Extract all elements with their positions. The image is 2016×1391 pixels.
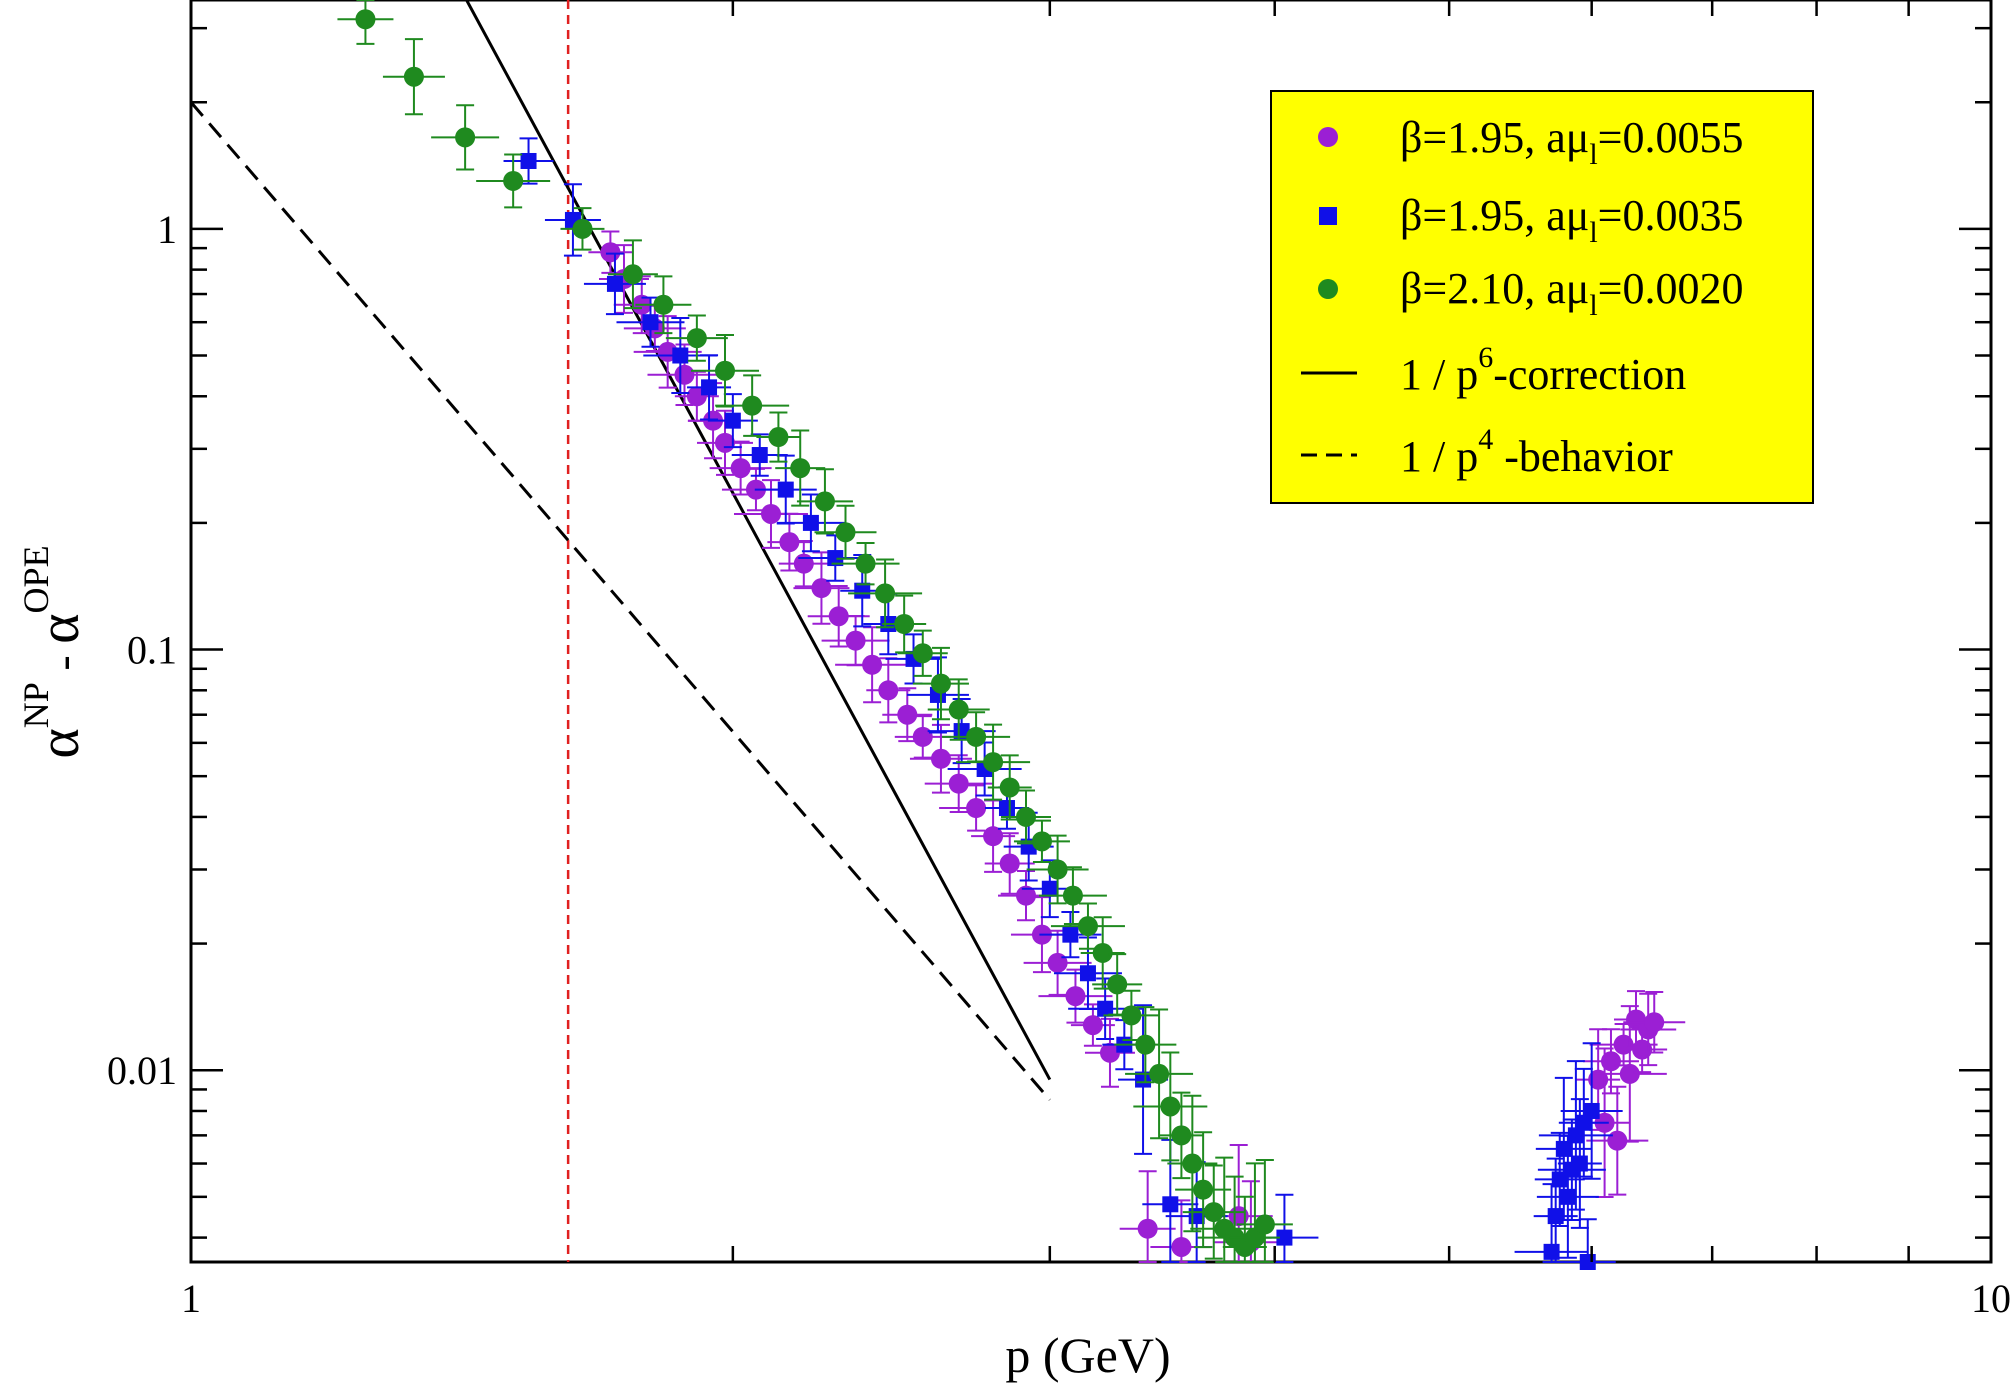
- y-tick-label: 0.01: [107, 1048, 177, 1093]
- data-point-2-22: [987, 754, 1032, 821]
- data-point-1-3: [616, 296, 685, 348]
- p6-correction-line: [464, 0, 1052, 1081]
- data-point-2-37: [1182, 1164, 1245, 1260]
- data-point-0-32: [1119, 1170, 1176, 1263]
- data-point-2-15: [848, 558, 923, 629]
- legend-entry-1: β=1.95, aμl=0.0055: [1400, 113, 1744, 171]
- fit-lines-group: [189, 0, 1052, 1101]
- data-point-2-4: [560, 207, 605, 251]
- x-axis-title: p (GeV): [1005, 1327, 1170, 1383]
- data-point-2-13: [814, 504, 877, 560]
- data-point-2-30: [1103, 989, 1160, 1041]
- y-axis-sep: -: [37, 644, 88, 682]
- data-point-2-32: [1125, 1008, 1194, 1140]
- data-point-1-7: [731, 433, 788, 477]
- legend: β=1.95, aμl=0.0055 β=1.95, aμl=0.0035 β=…: [1270, 90, 1814, 504]
- svg-text:αNP - αOPE: αNP - αOPE: [16, 545, 91, 758]
- data-point-2-12: [796, 468, 853, 535]
- axis-ticks-group: 0.01 0.1 1 1 10: [107, 0, 2011, 1321]
- y-axis-sup2: OPE: [16, 545, 56, 613]
- x-tick-label: 1: [181, 1276, 201, 1321]
- data-point-2-26: [1038, 866, 1107, 926]
- data-point-0-24: [971, 799, 1016, 873]
- data-point-2-2: [431, 104, 500, 171]
- data-point-0-22: [924, 754, 993, 814]
- data-point-2-28: [1080, 916, 1125, 990]
- data-point-2-7: [665, 314, 728, 362]
- y-axis-sup1: NP: [16, 682, 56, 728]
- data-point-1-20: [1039, 911, 1102, 959]
- data-point-0-45: [1623, 991, 1686, 1054]
- data-point-1-0: [503, 137, 554, 185]
- data-point-2-33: [1133, 1051, 1208, 1162]
- legend-entry-3: β=2.10, aμl=0.0020: [1400, 264, 1744, 322]
- legend-entry-4: 1 / p6-correction: [1400, 341, 1686, 399]
- data-point-2-21: [956, 723, 1031, 801]
- y-axis-title: αNP - αOPE: [16, 545, 91, 758]
- data-point-1-9: [776, 493, 845, 553]
- y-axis-base2: α: [26, 613, 91, 643]
- legend-marker-purple-circle: [1318, 127, 1338, 147]
- data-point-1-27: [1250, 1193, 1319, 1263]
- y-axis-base1: α: [26, 728, 91, 758]
- data-point-0-31: [1084, 1017, 1135, 1088]
- y-tick-label: 1: [157, 207, 177, 252]
- data-point-1-24: [1118, 1004, 1169, 1155]
- data-point-0-18: [866, 657, 911, 724]
- data-point-2-18: [912, 646, 969, 721]
- data-point-0-30: [1070, 1003, 1115, 1047]
- data-point-0-23: [939, 784, 1014, 832]
- data-point-1-5: [687, 354, 732, 421]
- data-point-2-14: [831, 541, 900, 586]
- data-point-0-25: [984, 832, 1035, 895]
- data-point-1-38: [1560, 1042, 1623, 1180]
- data-point-2-29: [1092, 953, 1143, 1016]
- data-point-2-35: [1167, 1094, 1218, 1233]
- legend-marker-blue-square: [1319, 207, 1337, 225]
- data-point-2-42: [1236, 1159, 1293, 1263]
- legend-box: [1270, 90, 1814, 504]
- x-tick-label: 10: [1971, 1276, 2011, 1321]
- legend-entry-2: β=1.95, aμl=0.0035: [1400, 191, 1744, 249]
- data-point-1-6: [707, 393, 758, 449]
- data-point-2-1: [382, 38, 445, 116]
- data-point-2-17: [897, 629, 948, 677]
- data-series-group: [337, 0, 1686, 1270]
- data-point-2-11: [775, 429, 826, 507]
- data-point-0-29: [1038, 968, 1113, 1024]
- data-point-2-8: [690, 334, 759, 408]
- data-point-2-0: [337, 0, 394, 45]
- legend-entry-5: 1 / p4 -behavior: [1400, 423, 1673, 481]
- p4-behavior-line: [189, 101, 1051, 1101]
- data-point-2-3: [476, 153, 551, 209]
- data-point-2-9: [715, 374, 790, 437]
- data-point-2-6: [635, 275, 692, 335]
- data-point-0-11: [733, 479, 808, 549]
- data-point-2-5: [607, 239, 658, 310]
- data-point-0-19: [882, 687, 933, 743]
- data-point-2-23: [1001, 789, 1052, 845]
- legend-marker-green-circle: [1318, 279, 1338, 299]
- data-point-2-25: [1026, 834, 1089, 905]
- data-point-2-10: [756, 411, 801, 463]
- data-point-2-34: [1159, 1091, 1204, 1180]
- y-tick-label: 0.1: [127, 628, 177, 673]
- data-point-2-31: [1114, 1006, 1177, 1084]
- data-point-2-19: [927, 678, 990, 741]
- data-point-2-24: [1013, 819, 1070, 864]
